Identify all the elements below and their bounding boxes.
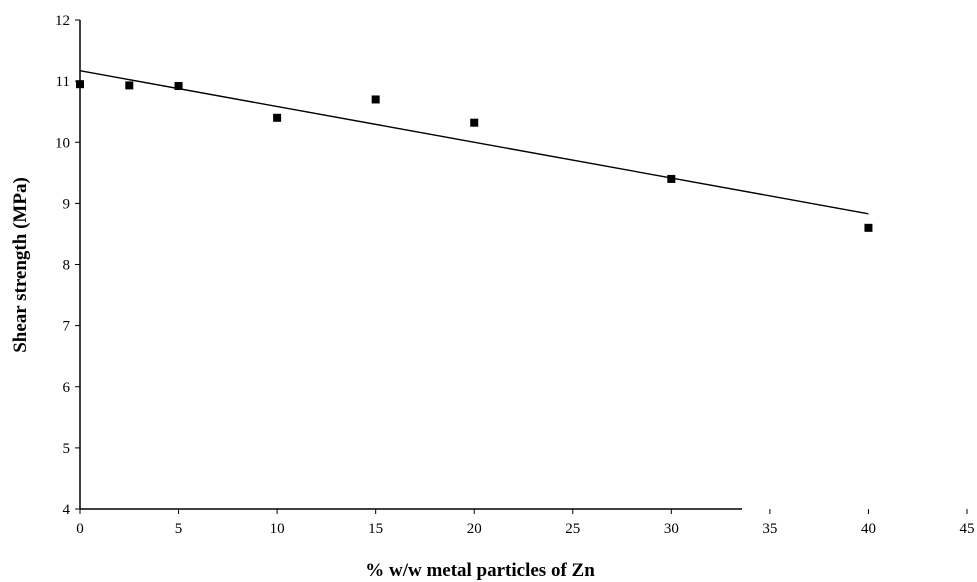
data-point-0-2 bbox=[174, 82, 183, 91]
data-point-0-4 bbox=[371, 95, 380, 104]
x-tick-label-20: 20 bbox=[467, 521, 482, 537]
trendline-group bbox=[79, 70, 869, 215]
x-tick-label-30: 30 bbox=[664, 521, 679, 537]
data-point-0-5 bbox=[470, 118, 479, 127]
x-tick-label-0: 0 bbox=[76, 521, 84, 537]
y-tick-label-6: 6 bbox=[63, 380, 71, 396]
x-tick-label-35: 35 bbox=[762, 521, 777, 537]
x-tick-label-40: 40 bbox=[861, 521, 876, 537]
linear-trendline bbox=[79, 70, 869, 215]
y-tick-label-5: 5 bbox=[63, 441, 71, 457]
x-tick-label-10: 10 bbox=[270, 521, 285, 537]
y-tick-label-12: 12 bbox=[55, 13, 70, 29]
plot-area bbox=[79, 20, 742, 510]
data-points bbox=[76, 80, 873, 232]
y-tick-label-8: 8 bbox=[63, 258, 71, 274]
data-point-0-3 bbox=[273, 113, 282, 122]
y-tick-label-7: 7 bbox=[63, 319, 71, 335]
y-tick-label-4: 4 bbox=[63, 502, 71, 518]
x-axis-ticks: 0 5 10 15 20 25 30 35 40 45 bbox=[76, 509, 975, 537]
x-axis-title: % w/w metal particles of Zn bbox=[365, 560, 595, 581]
data-point-0-1 bbox=[125, 81, 134, 90]
data-point-0-0 bbox=[76, 80, 84, 89]
y-axis-title: Shear strength (MPa) bbox=[10, 177, 31, 353]
y-tick-label-10: 10 bbox=[55, 135, 70, 151]
y-axis-ticks: 4 5 6 7 8 9 10 11 12 bbox=[55, 13, 80, 518]
data-point-0-6 bbox=[667, 174, 676, 183]
y-tick-label-11: 11 bbox=[56, 74, 70, 90]
data-point-0-7 bbox=[864, 223, 873, 232]
x-tick-label-45: 45 bbox=[960, 521, 975, 537]
x-tick-label-15: 15 bbox=[368, 521, 383, 537]
x-tick-label-25: 25 bbox=[565, 521, 580, 537]
x-tick-label-5: 5 bbox=[175, 521, 183, 537]
y-tick-label-9: 9 bbox=[63, 196, 71, 212]
